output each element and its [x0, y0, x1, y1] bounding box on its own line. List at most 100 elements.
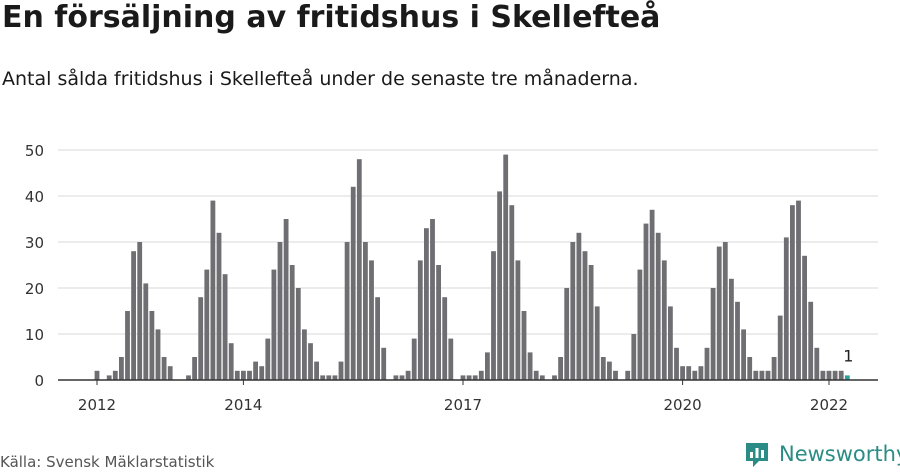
bar	[442, 297, 448, 380]
bar	[308, 343, 313, 380]
bar	[155, 329, 161, 380]
page-title: En försäljning av fritidshus i Skellefte…	[2, 0, 661, 35]
source-credit: Källa: Svensk Mäklarstatistik	[0, 453, 215, 471]
bar	[216, 232, 222, 380]
bar	[765, 370, 771, 380]
bar	[271, 269, 277, 380]
page-subtitle: Antal sålda fritidshus i Skellefteå unde…	[2, 68, 639, 90]
bar	[668, 306, 673, 380]
bar	[527, 352, 533, 380]
grid-lines	[58, 149, 878, 335]
x-tick-label: 2012	[78, 396, 116, 414]
brand-name: Newsworthy	[779, 442, 900, 466]
y-tick-label: 50	[25, 142, 44, 160]
bar	[167, 366, 173, 380]
bar	[698, 366, 704, 380]
highlight-bar	[844, 375, 850, 380]
bar	[106, 375, 112, 380]
bar	[204, 269, 210, 380]
bar	[338, 361, 344, 380]
bar	[302, 329, 307, 380]
bar	[405, 370, 411, 380]
bar	[729, 278, 734, 380]
bar	[491, 251, 496, 380]
bar	[94, 370, 100, 380]
bar	[796, 200, 801, 380]
bar	[674, 347, 679, 380]
bar	[509, 205, 515, 380]
bar	[411, 338, 417, 380]
y-tick-label: 0	[34, 372, 44, 390]
x-tick-label: 2014	[224, 396, 262, 414]
bar	[228, 343, 234, 380]
bar	[241, 370, 246, 380]
bar	[344, 242, 350, 380]
bar	[289, 265, 295, 380]
bar	[692, 370, 698, 380]
bar	[838, 370, 844, 380]
bar	[747, 357, 753, 380]
bar	[521, 311, 527, 380]
bar	[448, 338, 454, 380]
bar	[704, 347, 710, 380]
x-tick-label: 2020	[664, 396, 702, 414]
bar	[222, 274, 228, 380]
bar	[783, 237, 789, 380]
bar	[350, 186, 356, 380]
bar	[594, 306, 600, 380]
bar	[582, 251, 588, 380]
bar	[686, 366, 692, 380]
bar	[326, 375, 332, 380]
x-axis-ticks: 2012 2014 2017 2020 2022	[78, 380, 848, 414]
bar	[332, 375, 338, 380]
bar	[759, 370, 765, 380]
bar	[808, 301, 814, 380]
bar	[564, 288, 570, 380]
x-tick-label: 2022	[810, 396, 848, 414]
bar	[265, 338, 271, 380]
newsworthy-logo: Newsworthy	[743, 440, 900, 468]
y-tick-label: 20	[25, 280, 44, 298]
bar	[472, 375, 478, 380]
bar	[466, 375, 472, 380]
bar	[253, 361, 258, 380]
bar	[137, 242, 143, 380]
bar	[295, 288, 301, 380]
bar	[552, 375, 557, 380]
bar	[125, 311, 130, 380]
bar	[661, 260, 667, 380]
bar	[393, 375, 399, 380]
bar	[417, 260, 423, 380]
bar	[485, 352, 490, 380]
bar	[600, 357, 606, 380]
bar	[375, 297, 380, 380]
bar	[631, 334, 637, 380]
bar	[119, 357, 124, 380]
bar	[314, 361, 319, 380]
bar	[247, 370, 252, 380]
bar	[112, 370, 118, 380]
bar	[143, 283, 149, 380]
bar	[363, 242, 368, 380]
bar	[735, 301, 740, 380]
bar	[820, 370, 826, 380]
bar	[649, 209, 655, 380]
bar	[570, 242, 576, 380]
bar	[716, 246, 722, 380]
bar	[369, 260, 374, 380]
bar	[381, 347, 387, 380]
bar	[149, 311, 155, 380]
bar	[186, 375, 191, 380]
bar	[680, 366, 685, 380]
bar	[356, 159, 362, 380]
y-axis-ticks: 0 10 20 30 40 50	[25, 142, 44, 390]
bar	[198, 297, 204, 380]
y-tick-label: 10	[25, 326, 44, 344]
bar	[814, 347, 820, 380]
bar	[131, 251, 136, 380]
bar	[234, 370, 240, 380]
x-tick-label: 2017	[444, 396, 482, 414]
bar	[210, 200, 216, 380]
bar	[259, 366, 265, 380]
bar	[790, 205, 795, 380]
